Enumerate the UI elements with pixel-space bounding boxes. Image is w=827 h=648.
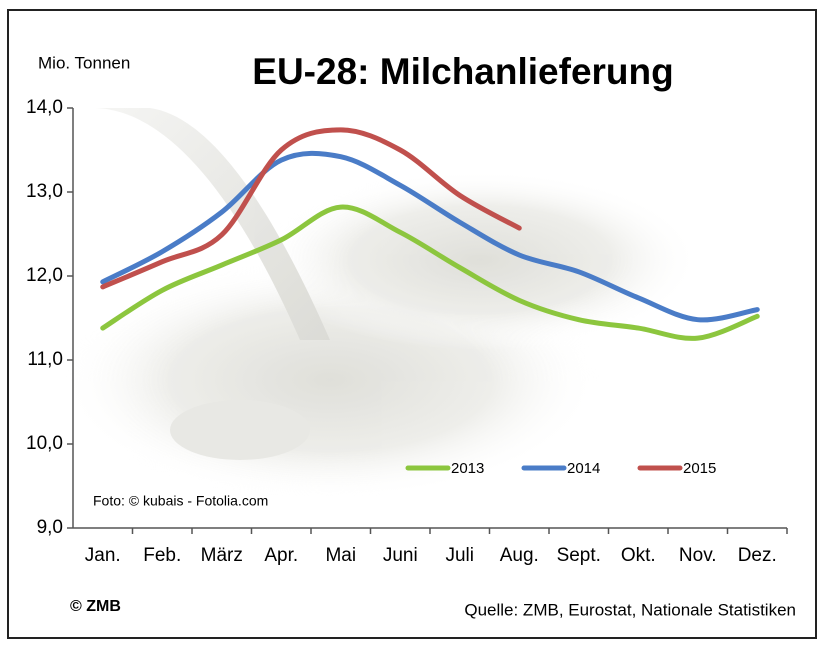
x-tick-label: Mai — [325, 545, 356, 566]
x-tick-label: Okt. — [621, 545, 656, 566]
series-line — [100, 204, 760, 341]
x-tick-label: Jan. — [85, 545, 121, 566]
x-tick-label: Juni — [383, 545, 418, 566]
legend-label: 2014 — [567, 460, 600, 477]
copyright: © ZMB — [70, 598, 121, 615]
x-tick-label: Aug. — [500, 545, 539, 566]
x-tick-label: Apr. — [264, 545, 298, 566]
x-tick-label: Sept. — [557, 545, 601, 566]
y-tick-label: 11,0 — [27, 349, 63, 370]
y-tick-label: 12,0 — [26, 265, 63, 286]
y-axis-label: Mio. Tonnen — [38, 53, 130, 72]
x-tick-label: Nov. — [679, 545, 717, 566]
x-tick-label: Feb. — [143, 545, 181, 566]
x-tick-label: Dez. — [738, 545, 777, 566]
x-tick-label: Juli — [445, 545, 474, 566]
x-tick-label: März — [201, 545, 243, 566]
source: Quelle: ZMB, Eurostat, Nationale Statist… — [464, 600, 796, 619]
y-tick-label: 10,0 — [26, 433, 63, 454]
y-tick-label: 14,0 — [26, 97, 63, 118]
y-tick-label: 9,0 — [37, 517, 63, 538]
plot-area: 9,0 10,0 11,0 12,0 13,0 14,0 Jan. Feb. März Apr. M… — [26, 97, 788, 566]
photo-credit: Foto: © kubais - Fotolia.com — [93, 493, 268, 509]
chart-title: EU-28: Milchanlieferung — [252, 51, 673, 92]
series-line — [100, 127, 522, 290]
legend-label: 2013 — [451, 460, 484, 477]
series-line — [100, 150, 760, 323]
y-tick-label: 13,0 — [26, 181, 63, 202]
legend-label: 2015 — [683, 460, 716, 477]
